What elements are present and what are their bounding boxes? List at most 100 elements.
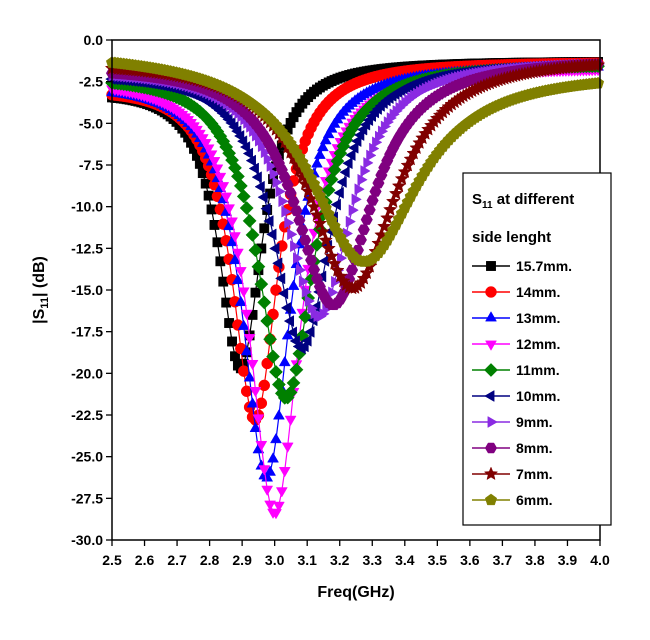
y-tick-label: -2.5 <box>79 74 103 90</box>
series-point-shape <box>286 326 297 339</box>
series-point-shape <box>237 319 250 330</box>
series-point-shape <box>319 134 332 145</box>
x-tick-label: 3.3 <box>363 552 383 568</box>
x-tick-label: 2.5 <box>102 552 122 568</box>
series-point-shape <box>214 172 227 184</box>
series-point-shape <box>260 202 271 215</box>
series-point <box>298 340 309 353</box>
series-point-shape <box>354 234 367 246</box>
series-point-shape <box>272 257 283 270</box>
legend-marker <box>486 261 496 271</box>
series-point <box>202 144 215 155</box>
series-point-shape <box>229 232 241 243</box>
series-point <box>208 157 221 168</box>
legend-label: 9mm. <box>516 414 553 430</box>
x-tick-label: 3.9 <box>558 552 578 568</box>
x-tick-label: 3.6 <box>460 552 480 568</box>
series-point <box>260 313 275 328</box>
series-point <box>236 189 251 204</box>
series-point <box>270 284 282 296</box>
series-point-shape <box>295 264 307 276</box>
series-point <box>257 191 268 204</box>
series-point <box>293 252 304 265</box>
series-point-shape <box>270 284 282 296</box>
series-point-shape <box>272 409 285 420</box>
y-tick-label: -27.5 <box>71 490 103 506</box>
x-tick-label: 3.7 <box>493 552 513 568</box>
series-point-shape <box>258 379 271 392</box>
y-tick-label: -25.0 <box>71 449 103 465</box>
series-point <box>281 442 294 453</box>
series-point-shape <box>280 301 292 314</box>
series-point-shape <box>348 141 359 154</box>
series-point <box>354 234 367 246</box>
series-point <box>286 326 297 339</box>
x-tick-label: 2.7 <box>167 552 187 568</box>
series-point <box>264 465 277 476</box>
x-tick-label: 3.1 <box>297 552 317 568</box>
series-point <box>205 150 218 161</box>
series-point <box>237 319 250 330</box>
series-point-shape <box>266 349 280 364</box>
series-point-shape <box>270 509 282 520</box>
legend-label: 7mm. <box>516 466 553 482</box>
series-point-shape <box>284 216 295 229</box>
series-point-shape <box>248 243 263 258</box>
series-point-shape <box>366 195 379 206</box>
series-point <box>251 171 262 184</box>
x-axis: 2.5 2.6 2.7 2.8 2.9 3.0 3.1 3.2 3.3 3.4 3.5 3.6 3.7 3… <box>102 540 610 568</box>
y-tick-label: 0.0 <box>84 32 104 48</box>
series-point-shape <box>261 357 273 370</box>
series-point-shape <box>211 164 224 175</box>
series-point <box>313 148 326 159</box>
y-tick-label: -15.0 <box>71 282 103 298</box>
series-point-shape <box>245 154 256 167</box>
series-point <box>246 397 259 408</box>
y-tick-label: -12.5 <box>71 240 103 256</box>
series-point <box>345 149 356 162</box>
series-point-shape <box>289 362 304 377</box>
x-tick-label: 3.5 <box>428 552 448 568</box>
series-point-shape <box>254 180 265 193</box>
series-point <box>311 157 323 168</box>
legend-label: 11mm. <box>516 362 560 378</box>
series-point-shape <box>234 295 247 307</box>
series-point <box>270 432 282 444</box>
series-point <box>357 173 368 186</box>
series-point <box>243 334 256 345</box>
series-point-shape <box>205 150 218 161</box>
series-point-shape <box>236 135 248 148</box>
series-point-shape <box>296 224 309 236</box>
series-point <box>269 167 280 180</box>
y-tick-label: -5.0 <box>79 115 103 131</box>
series-point-shape <box>231 273 244 285</box>
legend-title-line2: side lenght <box>472 229 551 246</box>
series-point-shape <box>336 252 348 264</box>
series-point-shape <box>226 217 238 228</box>
series-point-shape <box>259 223 270 234</box>
x-tick-label: 4.0 <box>590 552 610 568</box>
series-point <box>214 172 227 184</box>
legend-label: 10mm. <box>516 388 560 404</box>
series-point-shape <box>239 201 254 216</box>
series-point-shape <box>237 287 250 298</box>
series-point-shape <box>357 224 370 235</box>
series-point <box>348 204 359 217</box>
series-point-shape <box>275 185 286 198</box>
series-point-shape <box>278 355 291 367</box>
series-point <box>345 215 356 228</box>
series-point-shape <box>272 501 285 512</box>
series-point <box>275 185 286 198</box>
x-tick-label: 3.4 <box>395 552 415 568</box>
series-point-shape <box>345 149 356 162</box>
series-point <box>240 309 253 321</box>
series-point <box>211 164 224 175</box>
series-point-shape <box>258 465 271 476</box>
series-point-shape <box>286 375 301 390</box>
y-tick-label: -22.5 <box>71 407 103 423</box>
y-axis: 0.0 -2.5 -5.0 -7.5 -10.0 -12.5 -15.0 -17.5 -20.0… <box>71 32 112 548</box>
series-point <box>243 371 256 382</box>
legend-title-sub: 11 <box>482 200 493 211</box>
series-point-shape <box>281 442 294 453</box>
x-tick-label: 3.2 <box>330 552 350 568</box>
